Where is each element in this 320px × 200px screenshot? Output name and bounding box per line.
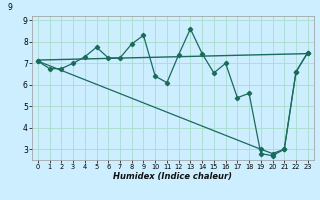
Text: 9: 9: [7, 3, 12, 12]
X-axis label: Humidex (Indice chaleur): Humidex (Indice chaleur): [113, 172, 232, 181]
